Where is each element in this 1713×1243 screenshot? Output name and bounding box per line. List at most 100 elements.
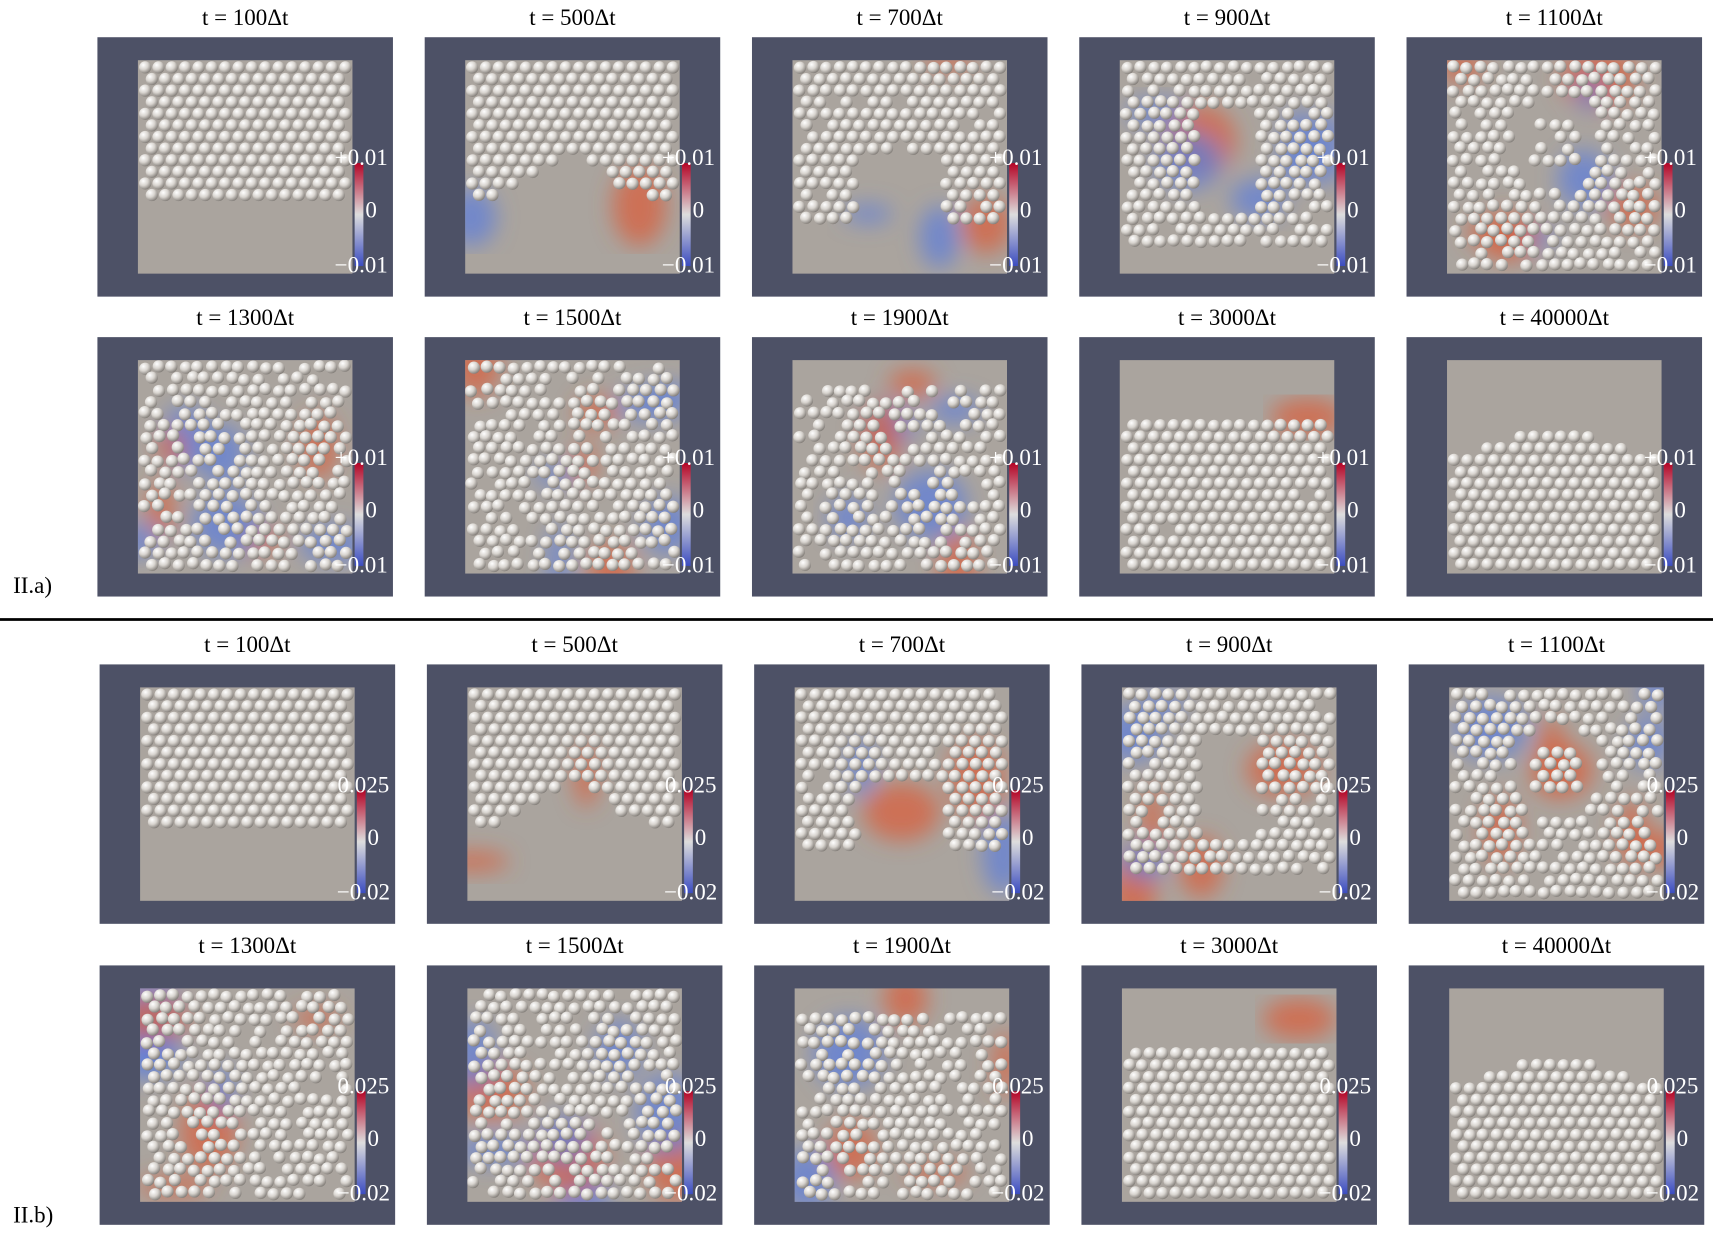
particle [501,1164,515,1178]
particle [810,1058,823,1071]
particle [1481,72,1495,85]
particle [1307,453,1320,466]
particle [272,154,285,167]
particle [1488,523,1501,536]
particle [1450,1105,1463,1118]
particle [942,1127,955,1140]
particle [513,1187,527,1200]
particle [258,407,271,420]
particle [1196,1093,1209,1107]
particle [626,84,639,97]
particle [802,838,815,852]
particle [485,418,499,432]
particle [1207,489,1220,502]
particle [816,793,829,806]
particle [1263,1093,1276,1107]
particle [602,989,616,1002]
particle [141,1013,154,1027]
particle [1214,476,1227,490]
particle [159,96,172,109]
particle [862,734,876,747]
particle [650,1092,663,1105]
particle [648,1141,661,1155]
particle [233,1151,247,1164]
particle [227,723,241,736]
particle [1538,698,1551,712]
particle [1477,1175,1490,1188]
particle [1528,454,1541,467]
particle [947,558,961,572]
particle [1296,780,1310,794]
particle [587,1104,600,1117]
particle [835,804,849,817]
particle [989,769,1002,782]
particle [995,1058,1008,1071]
particle [1307,83,1320,96]
particle [632,395,645,408]
particle [988,1186,1001,1199]
particle [1216,710,1229,723]
particle [912,499,925,512]
particle [1521,535,1535,548]
particle [1277,723,1290,736]
particle [1261,189,1274,202]
particle [1310,1105,1323,1118]
particle [324,545,337,559]
particle [886,547,899,561]
particle [187,371,200,384]
particle [618,558,631,571]
particle [1464,852,1478,865]
particle [145,371,158,384]
particles [465,360,680,573]
particle [559,498,572,512]
particle [879,397,893,410]
particle [1127,489,1140,502]
particle [1214,546,1227,559]
particle [1129,1093,1143,1107]
particle [199,395,212,409]
particle [1156,793,1169,807]
particle [146,1117,160,1130]
particle [876,1013,890,1026]
particle [586,475,600,488]
particle [1137,711,1150,725]
particle [795,827,808,840]
particle [820,1127,834,1140]
particle [194,688,207,701]
particle [955,734,968,747]
particle [975,1049,988,1062]
panel: t = 100Δt+0.010−0.01 [97,5,393,297]
particle [1608,499,1621,513]
particle [192,61,205,74]
particle [1169,768,1182,782]
particle [188,1000,201,1013]
particle [1582,60,1595,74]
particle [268,700,281,713]
particle [600,454,613,467]
particle [1521,212,1534,225]
particle [260,1013,273,1027]
particle [830,1115,843,1128]
particle [862,758,875,771]
particle [1457,770,1471,783]
particle [608,723,621,736]
particle [1176,1174,1189,1187]
particle [641,781,655,794]
particle [1588,188,1602,201]
particle [153,477,167,490]
particle [846,130,859,144]
particle [988,1118,1001,1131]
particle [1296,1174,1309,1187]
particle [615,688,628,701]
particle [995,735,1009,748]
particle [600,1060,614,1073]
particle [963,1116,976,1129]
particle [1323,1105,1336,1118]
particle [1160,476,1173,490]
particle [1575,815,1589,828]
particle [311,408,324,421]
particle [954,384,967,397]
colorbar-mid: 0 [1347,198,1358,223]
particle [925,431,939,444]
particle [872,406,886,419]
